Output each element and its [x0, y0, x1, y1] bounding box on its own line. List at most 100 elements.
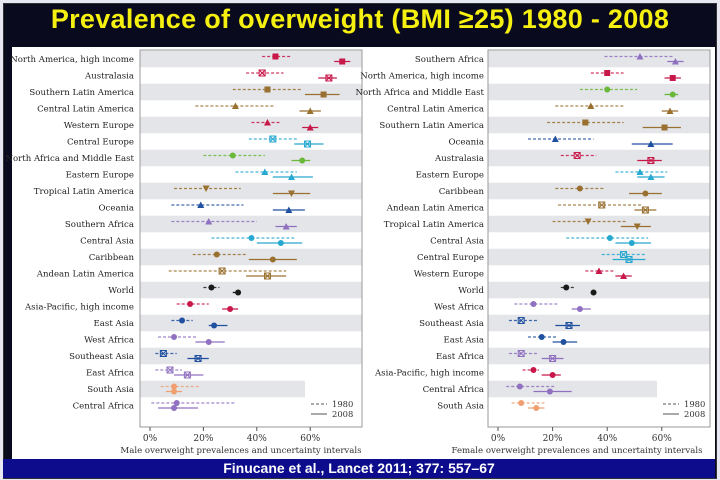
- region-label: West Africa: [84, 336, 134, 346]
- point-2008: [590, 289, 597, 296]
- legend-label-2008: 2008: [332, 409, 353, 419]
- point-1980: [171, 334, 178, 340]
- point-2008: [641, 206, 649, 214]
- x-axis-label: Male overweight prevalences and uncertai…: [120, 446, 361, 456]
- region-label: Caribbean: [89, 253, 135, 263]
- point-2008: [263, 272, 271, 280]
- point-1980: [516, 383, 523, 390]
- point-1980: [213, 251, 220, 258]
- point-2008: [620, 272, 628, 279]
- point-1980: [517, 350, 525, 357]
- point-1980: [258, 69, 266, 77]
- row-band: [488, 149, 710, 167]
- plot-row: East Asia: [444, 334, 578, 346]
- point-1980: [584, 218, 592, 225]
- x-tick-label: 20%: [543, 434, 563, 444]
- point-1980: [530, 367, 537, 373]
- plot-row: Southern Latin America: [29, 83, 362, 101]
- point-2008: [671, 58, 679, 65]
- region-label: Central Asia: [430, 237, 484, 247]
- slide-title: Prevalence of overweight (BMI ≥25) 1980 …: [50, 4, 670, 34]
- point-2008: [171, 388, 178, 395]
- point-1980: [248, 235, 255, 241]
- row-band: [140, 314, 362, 332]
- row-band: [140, 83, 362, 101]
- legend-label-2008: 2008: [684, 409, 705, 419]
- x-axis-label: Female overweight prevalences and uncert…: [451, 446, 702, 456]
- region-label: Andean Latin America: [36, 270, 134, 280]
- point-2008: [633, 223, 641, 230]
- region-label: Oceania: [99, 204, 134, 214]
- point-1980-cross: [166, 366, 174, 374]
- point-2008: [625, 256, 633, 263]
- region-label: Central Africa: [73, 402, 134, 412]
- point-2008-cross: [565, 322, 573, 329]
- plot-row: Tropical Latin America: [34, 182, 362, 200]
- row-band: [488, 347, 710, 365]
- citation-footer: Finucane et al., Lancet 2011; 377: 557–6…: [3, 459, 715, 478]
- point-2008-cross: [194, 355, 202, 362]
- plot-row: World: [458, 281, 710, 299]
- region-label: Western Europe: [414, 270, 484, 280]
- plot-row: North Africa and Middle East: [5, 149, 362, 167]
- region-label: Central Europe: [67, 138, 134, 148]
- region-label: Tropical Latin America: [384, 220, 484, 230]
- point-1980: [620, 251, 628, 258]
- region-label: Western Europe: [64, 121, 134, 131]
- region-label: Australasia: [84, 72, 134, 82]
- plot-row: Southeast Asia: [69, 347, 362, 365]
- plot-row: Southern Latin America: [379, 116, 710, 134]
- point-2008-cross: [184, 371, 191, 379]
- point-1980: [563, 284, 570, 291]
- point-1980-cross: [269, 135, 277, 143]
- point-2008-cross: [325, 74, 333, 82]
- region-label: Southern Africa: [65, 220, 134, 230]
- row-band: [488, 182, 710, 200]
- female-forest-plot: Southern Africa North America, high incom…: [355, 49, 711, 456]
- region-label: South Asia: [87, 385, 134, 395]
- plot-row: Caribbean: [439, 182, 710, 200]
- plot-frame: [487, 49, 711, 428]
- region-label: Australasia: [434, 154, 484, 164]
- point-1980: [598, 201, 606, 209]
- point-1980: [576, 185, 583, 192]
- point-1980: [205, 218, 213, 225]
- plot-row: Andean Latin America: [386, 201, 657, 214]
- plot-row: World: [108, 281, 362, 299]
- point-1980: [551, 135, 559, 142]
- plot-row: Central Africa: [423, 380, 657, 398]
- row-band: [140, 215, 362, 233]
- point-1980-cross: [218, 267, 226, 275]
- plot-row: Western Europe: [64, 116, 362, 134]
- region-label: Caribbean: [439, 187, 485, 197]
- plot-frame: [139, 49, 363, 428]
- plot-row: Central Asia: [430, 235, 651, 247]
- point-2008-cross: [625, 256, 633, 263]
- point-2008: [235, 289, 242, 296]
- point-1980: [587, 102, 595, 109]
- point-2008: [647, 173, 655, 180]
- plot-row: North America, high income: [10, 50, 362, 68]
- plot-row: Southeast Asia: [419, 314, 710, 332]
- point-2008: [288, 190, 296, 197]
- point-1980: [582, 119, 589, 126]
- point-2008: [325, 74, 333, 82]
- point-1980: [159, 350, 167, 357]
- row-band: [488, 248, 710, 266]
- plot-row: South Asia: [87, 380, 305, 398]
- point-2008: [666, 107, 674, 114]
- point-2008: [282, 223, 290, 230]
- point-1980: [604, 70, 611, 76]
- plot-row: Western Europe: [414, 267, 632, 280]
- point-1980: [636, 53, 644, 60]
- region-label: North America, high income: [360, 72, 484, 82]
- point-1980: [208, 284, 215, 291]
- point-2008: [306, 107, 314, 114]
- plot-row: East Africa: [436, 347, 710, 365]
- plot-row: East Africa: [86, 366, 204, 379]
- plot-row: Southern Africa: [415, 50, 710, 68]
- row-band: [140, 182, 362, 200]
- point-1980: [636, 168, 644, 175]
- point-2008: [304, 140, 312, 148]
- region-label: Central Asia: [80, 237, 134, 247]
